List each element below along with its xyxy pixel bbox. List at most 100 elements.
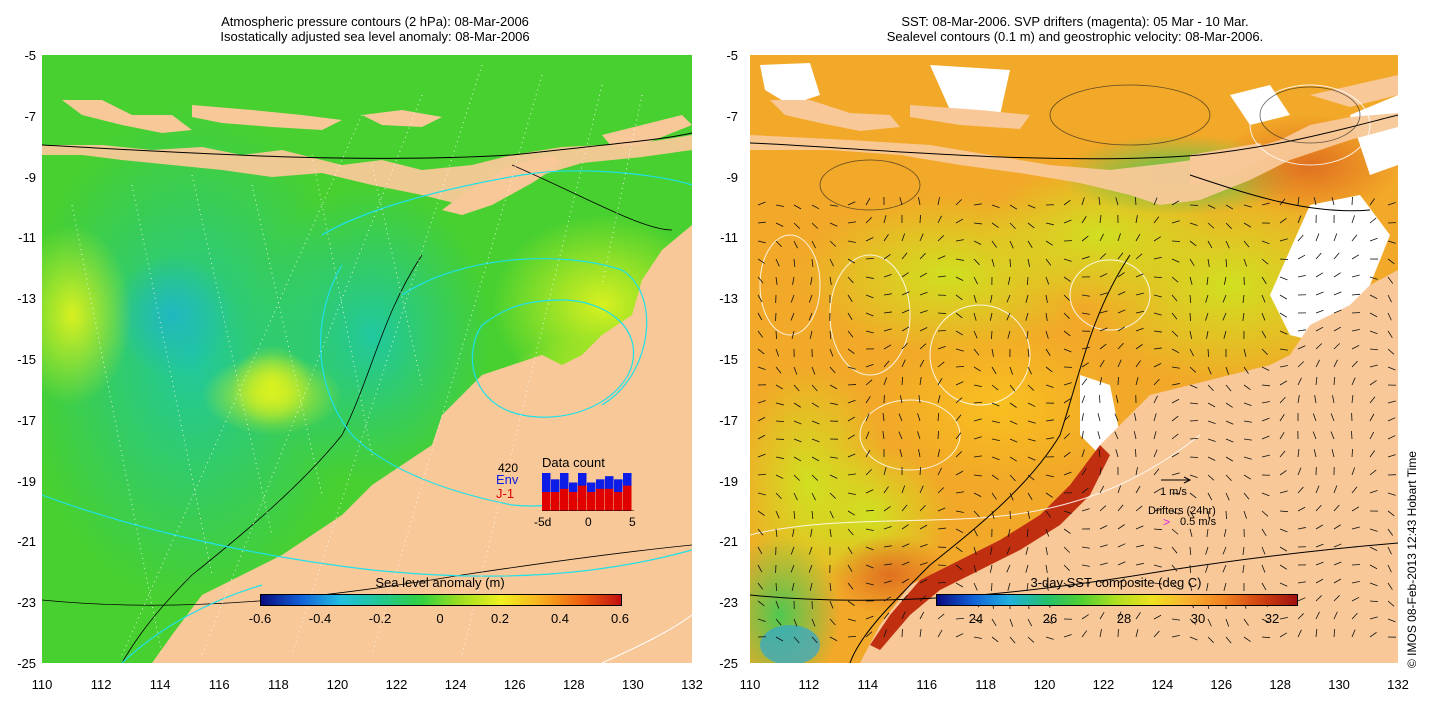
velocity-arrow (919, 505, 926, 512)
velocity-arrow (955, 199, 962, 206)
velocity-arrow (793, 204, 802, 210)
velocity-arrow (1171, 546, 1178, 554)
velocity-arrow (790, 294, 795, 303)
left-y-tick: -5 (24, 48, 36, 63)
left-x-tick: 110 (31, 677, 53, 692)
velocity-arrow (1261, 582, 1267, 591)
left-y-tick: -17 (17, 412, 36, 428)
velocity-arrow (847, 384, 857, 386)
velocity-arrow (1225, 618, 1230, 627)
velocity-arrow (1387, 202, 1396, 206)
data-count-number: 420 (498, 461, 519, 475)
velocity-arrow (919, 579, 928, 584)
velocity-arrow (1279, 294, 1288, 300)
velocity-arrow (1261, 417, 1270, 422)
velocity-arrow (1225, 456, 1234, 462)
velocity-arrow (1171, 472, 1180, 476)
velocity-arrow (1117, 233, 1121, 242)
velocity-arrow (1261, 401, 1270, 404)
velocity-arrow (991, 510, 995, 519)
velocity-arrow (989, 564, 993, 573)
velocity-arrow (937, 197, 940, 206)
velocity-arrow (937, 527, 946, 530)
velocity-arrow (955, 491, 964, 494)
velocity-arrow (1330, 431, 1335, 440)
velocity-arrow (1135, 233, 1141, 242)
velocity-arrow (1279, 396, 1286, 404)
velocity-arrow (829, 510, 834, 519)
velocity-arrow (1297, 449, 1300, 458)
velocity-arrow (1117, 578, 1126, 584)
velocity-arrow (973, 240, 982, 245)
velocity-arrow (1153, 564, 1162, 568)
velocity-arrow (991, 582, 993, 592)
velocity-arrow (1207, 474, 1215, 481)
velocity-arrow (810, 528, 813, 537)
velocity-arrow (919, 291, 928, 296)
velocity-arrow (919, 310, 928, 314)
velocity-arrow (829, 600, 834, 609)
velocity-arrow (1098, 197, 1101, 206)
velocity-arrow (1330, 413, 1335, 422)
data-count-title: Data count (542, 455, 605, 470)
velocity-arrow (1009, 456, 1018, 462)
left-title: Atmospheric pressure contours (2 hPa): 0… (40, 14, 710, 44)
velocity-arrow (1063, 433, 1070, 440)
velocity-arrow (1351, 545, 1361, 548)
velocity-arrow (1315, 233, 1320, 242)
velocity-arrow (775, 528, 778, 537)
velocity-arrow (1243, 492, 1250, 500)
velocity-arrow (1351, 274, 1360, 278)
velocity-arrow (919, 524, 928, 530)
velocity-arrow (757, 582, 764, 590)
velocity-arrow (1333, 628, 1336, 638)
velocity-arrow (1297, 345, 1306, 350)
left-x-tick: 112 (90, 677, 112, 692)
velocity-arrow (1297, 361, 1305, 368)
left-map-sea-level-anomaly (42, 55, 692, 663)
velocity-arrow (1225, 258, 1228, 268)
velocity-arrow (1045, 222, 1054, 226)
velocity-arrow (973, 474, 982, 477)
velocity-arrow (1351, 564, 1361, 566)
velocity-arrow (1097, 431, 1101, 440)
velocity-arrow (847, 276, 854, 284)
velocity-arrow (811, 618, 816, 627)
velocity-arrow (1261, 564, 1266, 573)
velocity-arrow (757, 618, 766, 622)
velocity-arrow (1351, 486, 1358, 494)
left-colorbar (260, 594, 622, 606)
right-y-tick: -13 (719, 291, 738, 307)
right-x-tick: 118 (975, 677, 996, 692)
velocity-arrow (1261, 258, 1269, 265)
velocity-arrow (1009, 438, 1018, 443)
velocity-arrow (811, 438, 820, 443)
velocity-arrow (1225, 384, 1232, 392)
velocity-arrow (955, 397, 963, 404)
velocity-arrow (1333, 291, 1342, 296)
velocity-arrow (793, 420, 802, 425)
velocity-arrow (847, 492, 856, 496)
velocity-arrow (1045, 348, 1051, 356)
velocity-arrow (898, 431, 903, 440)
velocity-arrow (1225, 438, 1234, 443)
velocity-arrow (901, 252, 908, 260)
right-x-tick: 114 (857, 677, 879, 692)
velocity-arrow (1243, 348, 1247, 357)
velocity-arrow (955, 617, 965, 620)
velocity-arrow (918, 197, 921, 206)
velocity-arrow (1387, 400, 1396, 404)
velocity-arrow (1297, 581, 1306, 584)
velocity-arrow (973, 366, 982, 372)
velocity-arrow (1297, 377, 1302, 386)
velocity-arrow (919, 466, 922, 476)
velocity-arrow (1027, 384, 1035, 391)
velocity-arrow (901, 543, 910, 548)
velocity-arrow (1315, 611, 1320, 620)
velocity-arrow (1063, 294, 1071, 301)
velocity-arrow (901, 524, 909, 530)
velocity-arrow (1243, 510, 1247, 519)
velocity-arrow (955, 365, 965, 368)
velocity-arrow (1081, 235, 1089, 242)
velocity-arrow (1081, 630, 1088, 638)
